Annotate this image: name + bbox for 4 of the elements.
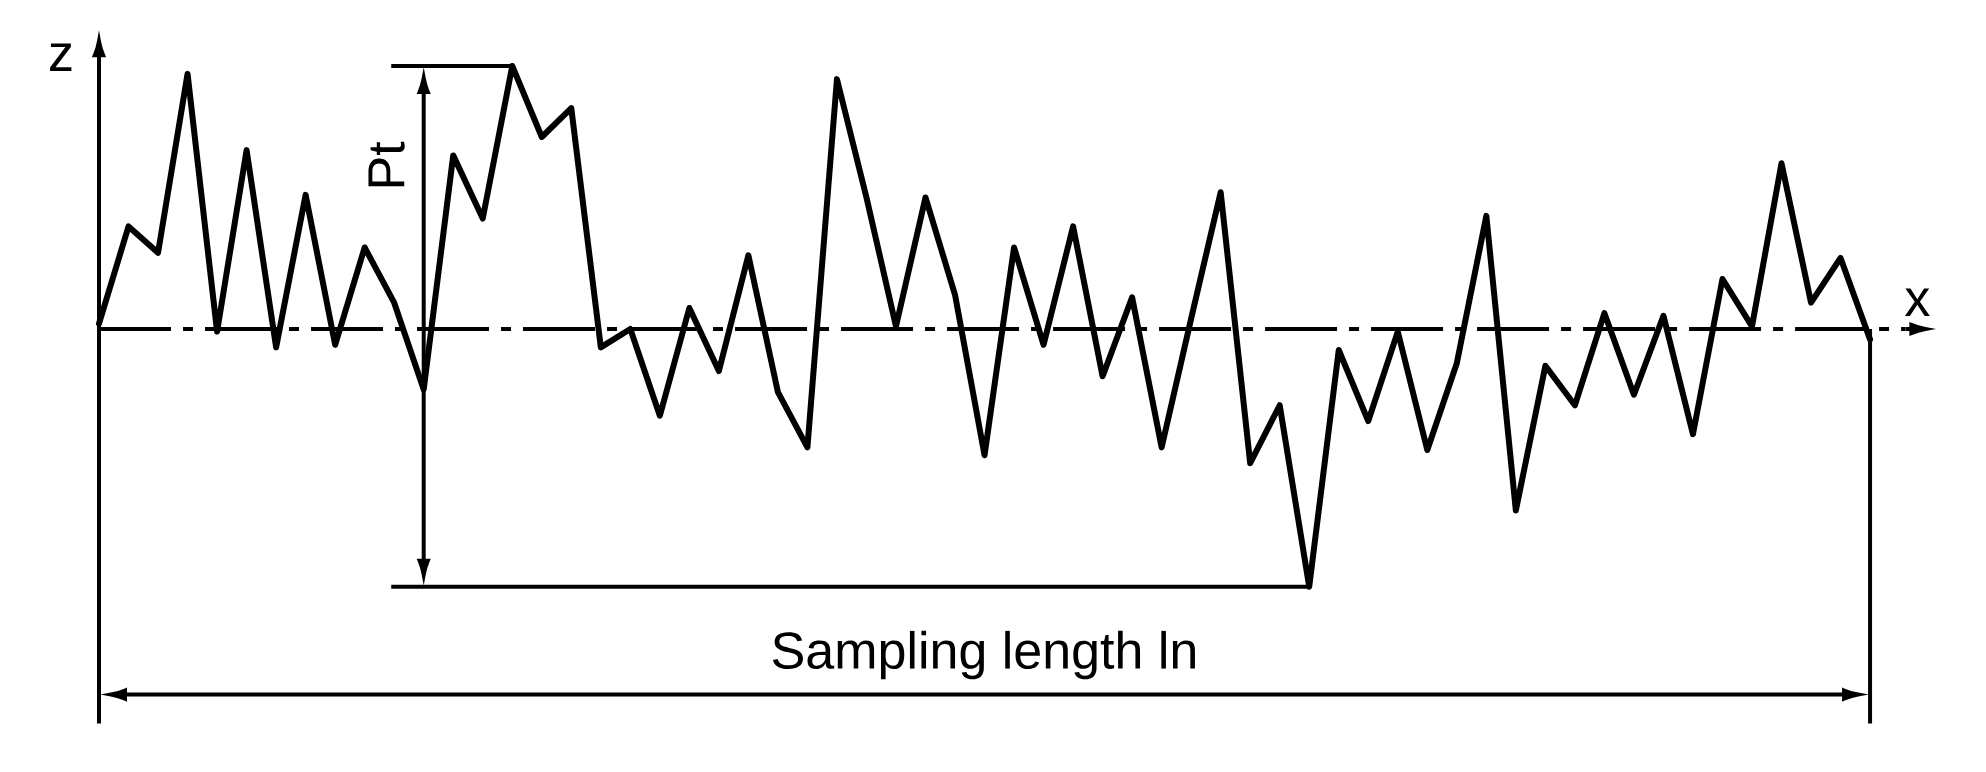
x-axis-title: x bbox=[1904, 288, 1930, 316]
annotation: Pt bbox=[368, 141, 405, 187]
y-axis-title: z bbox=[50, 43, 72, 71]
text: Sampling length ln bbox=[772, 630, 1195, 680]
